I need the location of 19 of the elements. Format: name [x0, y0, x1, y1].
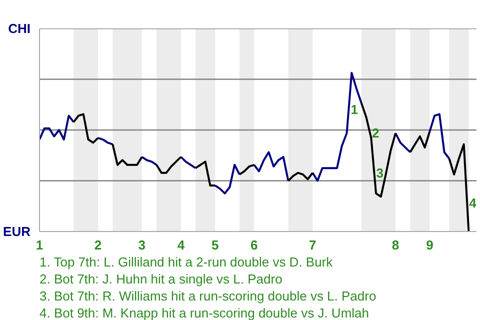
text: 3. Bot 7th: R. Williams hit a run-scoring double vs L. Padro: [40, 288, 376, 304]
x-tick-label: 2: [94, 238, 102, 252]
x-tick-label: 9: [426, 238, 434, 252]
annotation: 3: [376, 165, 384, 180]
x-tick-label: 1: [36, 238, 44, 252]
text: EUR: [3, 224, 32, 239]
x-tick-label: 8: [392, 238, 400, 252]
text: 1. Top 7th: L. Gilliland hit a 2-run double vs D. Burk: [40, 254, 334, 270]
text: 4. Bot 9th: M. Knapp hit a run-scoring double vs J. Umlah: [40, 306, 370, 320]
annotation: 2: [372, 126, 380, 141]
x-tick-label: 6: [250, 238, 258, 252]
x-tick-label: 4: [177, 238, 186, 252]
annotation: 4: [469, 195, 478, 210]
x-tick-label: 3: [138, 238, 146, 252]
text: CHI: [8, 21, 30, 36]
annotation: 1: [350, 102, 358, 117]
x-tick-label: 5: [211, 238, 219, 252]
x-tick-label: 7: [309, 238, 316, 252]
text: 2. Bot 7th: J. Huhn hit a single vs L. Padro: [40, 272, 282, 286]
